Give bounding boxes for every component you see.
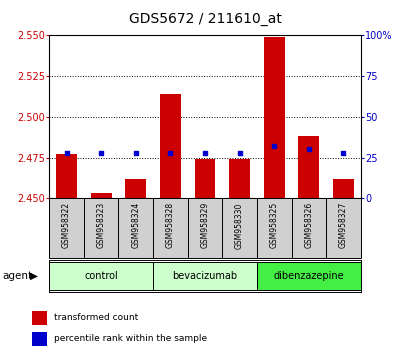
Bar <box>118 198 153 258</box>
Text: ▶: ▶ <box>29 271 38 281</box>
Bar <box>90 193 111 198</box>
Bar <box>222 198 256 258</box>
Bar <box>153 198 187 258</box>
Bar <box>153 262 256 290</box>
Bar <box>56 154 77 198</box>
Point <box>98 150 104 155</box>
Text: GSM958322: GSM958322 <box>62 202 71 249</box>
Bar <box>256 262 360 290</box>
Point <box>132 150 139 155</box>
Bar <box>326 198 360 258</box>
Text: GSM958330: GSM958330 <box>234 202 243 249</box>
Text: GSM958324: GSM958324 <box>131 202 140 249</box>
Text: GSM958323: GSM958323 <box>97 202 106 249</box>
Text: GSM958325: GSM958325 <box>269 202 278 249</box>
Bar <box>83 198 118 258</box>
Bar <box>229 159 249 198</box>
Text: transformed count: transformed count <box>54 313 137 322</box>
Text: GSM958327: GSM958327 <box>338 202 347 249</box>
Bar <box>32 312 47 325</box>
Bar <box>160 94 180 198</box>
Text: control: control <box>84 271 118 281</box>
Text: dibenzazepine: dibenzazepine <box>273 271 343 281</box>
Text: GSM958326: GSM958326 <box>303 202 312 249</box>
Bar <box>194 159 215 198</box>
Point <box>270 143 277 149</box>
Point <box>339 150 346 155</box>
Point <box>201 150 208 155</box>
Text: GSM958328: GSM958328 <box>166 202 175 249</box>
Bar <box>125 179 146 198</box>
Bar <box>256 198 291 258</box>
Point <box>167 150 173 155</box>
Text: percentile rank within the sample: percentile rank within the sample <box>54 333 206 343</box>
Text: agent: agent <box>2 271 32 281</box>
Bar <box>263 37 284 198</box>
Bar <box>332 179 353 198</box>
Bar <box>298 136 319 198</box>
Text: GSM958329: GSM958329 <box>200 202 209 249</box>
Bar <box>187 198 222 258</box>
Text: bevacizumab: bevacizumab <box>172 271 237 281</box>
Bar <box>32 332 47 346</box>
Point <box>305 147 311 152</box>
Bar <box>291 198 326 258</box>
Bar <box>49 262 153 290</box>
Point <box>63 150 70 155</box>
Bar <box>49 198 83 258</box>
Text: GDS5672 / 211610_at: GDS5672 / 211610_at <box>128 12 281 27</box>
Point <box>236 150 242 155</box>
